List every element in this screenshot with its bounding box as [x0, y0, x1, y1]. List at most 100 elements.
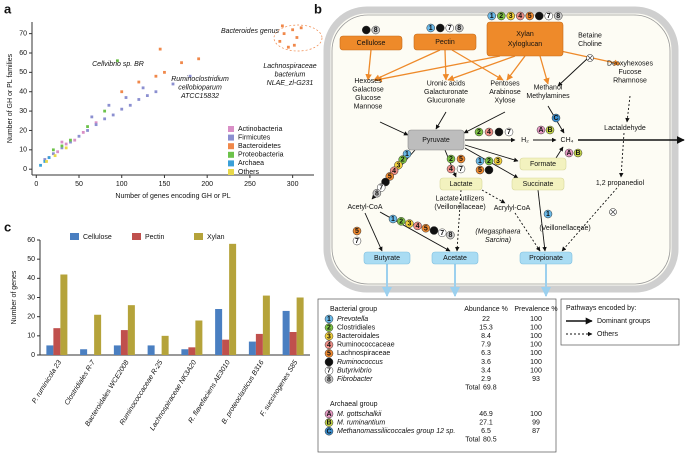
badge [389, 166, 399, 176]
badge-label: 2 [327, 325, 331, 332]
badge-label: 7 [327, 368, 331, 375]
badge [405, 219, 414, 228]
legend-label: Actinobacteria [238, 126, 282, 133]
x-tick-label: 300 [287, 181, 299, 188]
badge-label: 7 [440, 230, 444, 237]
y-tick-label: 40 [19, 89, 27, 96]
table-cell: 8.4 [481, 333, 491, 340]
node-box [519, 251, 573, 265]
badge [394, 160, 403, 170]
bar [94, 314, 102, 355]
badge [324, 418, 334, 427]
point [39, 163, 42, 167]
x-tick-label: 200 [201, 181, 213, 188]
table-cell: 100 [530, 359, 542, 366]
table-cell: 3.6 [481, 359, 491, 366]
point [141, 86, 145, 90]
y-tick-label: 40 [27, 275, 35, 282]
table-cell: 2.9 [481, 376, 491, 383]
node-label: Formate [530, 161, 556, 168]
bar [113, 345, 121, 355]
badge-label: 5 [327, 351, 331, 358]
badge [551, 113, 561, 123]
node-box [431, 251, 479, 265]
legend-label: Archaea [238, 160, 264, 167]
node-label: Pentoses [490, 80, 520, 87]
badge-label: C [553, 115, 558, 122]
badge [413, 221, 422, 231]
badge-label: 4 [416, 223, 420, 230]
x-axis-label: Number of genes encoding GH or PL [115, 193, 230, 200]
badge-label: 5 [459, 156, 463, 163]
point [197, 57, 201, 61]
bar [282, 310, 290, 355]
pathway-arrow [619, 132, 625, 178]
badge [398, 155, 407, 164]
badge [504, 127, 514, 137]
y-tick-label: 0 [23, 166, 27, 173]
badge-label: 8 [448, 232, 452, 239]
badge-label: 8 [556, 13, 560, 20]
table-cell: 87 [532, 428, 540, 435]
badge-label: 5 [424, 225, 428, 232]
badge-label: 2 [477, 129, 481, 136]
point [86, 125, 89, 128]
badge [544, 11, 553, 21]
table-cell: 6.5 [481, 428, 491, 435]
legend-swatch [228, 134, 234, 141]
legend-swatch [228, 160, 234, 167]
legend-swatch [228, 143, 234, 150]
badge [426, 23, 435, 33]
node-box [511, 177, 565, 191]
point [86, 129, 89, 132]
node-label: Rhamnose [613, 77, 647, 84]
point [163, 70, 166, 74]
panel-label: c [4, 219, 11, 234]
point [278, 39, 282, 43]
table-cell: Fibrobacter [337, 376, 373, 383]
node-label: (Megasphaera [475, 229, 520, 236]
table-cell: 93 [532, 376, 540, 383]
y-tick-label: 20 [27, 314, 35, 321]
legend-swatch [194, 233, 203, 240]
point [120, 90, 124, 94]
badge [324, 357, 334, 367]
badge [456, 164, 466, 174]
node-box [486, 21, 564, 57]
badge-label: B [575, 150, 580, 157]
x-tick-label: Clostridiales R-7 [64, 358, 98, 406]
badge-label: 2 [449, 156, 453, 163]
pathway-arrow [506, 55, 526, 81]
legend-label: Others [597, 331, 619, 338]
node-label: Glucose [355, 95, 381, 102]
badge [446, 164, 456, 174]
x-tick-label: 100 [116, 181, 128, 188]
node-box [407, 129, 465, 151]
y-tick-label: 50 [19, 69, 27, 76]
bar [195, 320, 203, 355]
point [60, 144, 64, 148]
bar [229, 243, 237, 355]
node-label: Arabinose [489, 89, 521, 96]
legend-swatch [70, 233, 79, 240]
badge [324, 323, 334, 332]
badge-label: 1 [327, 316, 331, 323]
table-cell: 100 [530, 324, 542, 331]
y-tick-label: 60 [19, 50, 27, 57]
point [103, 117, 107, 121]
point [64, 146, 68, 150]
badge [564, 148, 574, 158]
node-label: Acetate [443, 255, 467, 262]
badge-label: 8 [457, 25, 461, 32]
y-tick-label: 0 [31, 352, 35, 359]
badge-label: 2 [401, 157, 405, 164]
badge [324, 314, 334, 324]
bar [161, 335, 169, 355]
bar [60, 274, 68, 355]
point [116, 59, 119, 63]
badge [455, 23, 464, 33]
node-label: H₂ [521, 137, 529, 144]
annotation: Lachnospiraceae [263, 63, 316, 70]
badge [456, 154, 466, 164]
legend-label: Xylan [207, 234, 225, 241]
